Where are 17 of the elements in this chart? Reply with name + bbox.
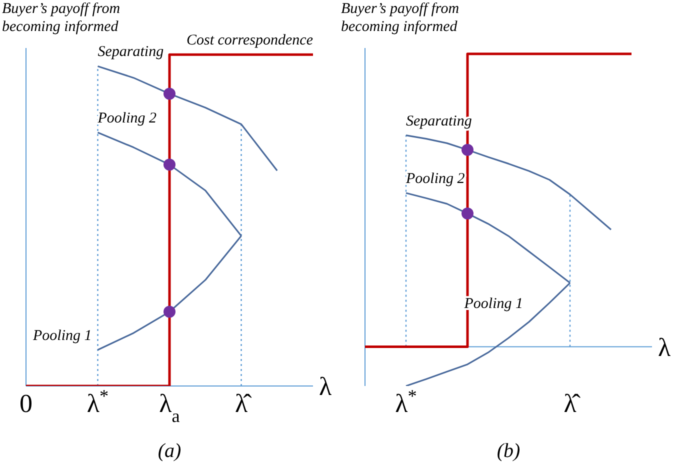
series-label: Pooling 2 (96, 110, 157, 126)
x-axis-title: λ (658, 332, 671, 362)
y-axis-title: Buyer’s payoff from becoming informed (341, 0, 460, 36)
text: (a) (156, 440, 182, 463)
x-tick-label: 0 (20, 389, 32, 418)
text: (b) (496, 440, 522, 463)
x-tick-label: λ̂ (564, 389, 582, 418)
x-tick-label: λ$^{*}$ (395, 386, 417, 418)
series-label: Cost correspondence (186, 32, 314, 49)
series-label: Pooling 1 (32, 328, 92, 344)
x-tick-label: λ$_{a}$ (159, 389, 180, 426)
series-label: Pooling 2 (405, 170, 466, 187)
x-axis-title: λ (319, 372, 332, 401)
series-label: Separating (98, 44, 164, 60)
x-tick-label: λ̂ (234, 389, 253, 418)
y-axis-title: Buyer’s payoff from becoming informed (2, 0, 122, 36)
x-tick-label: λ$^{*}$ (86, 386, 109, 418)
